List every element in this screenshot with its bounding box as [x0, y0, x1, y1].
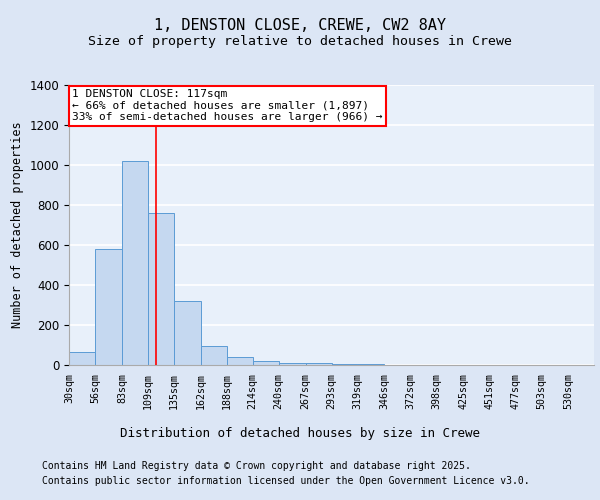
- Y-axis label: Number of detached properties: Number of detached properties: [11, 122, 24, 328]
- Text: Contains HM Land Registry data © Crown copyright and database right 2025.: Contains HM Land Registry data © Crown c…: [42, 461, 471, 471]
- Bar: [305, 364, 331, 365]
- Bar: [278, 363, 305, 365]
- Bar: [253, 362, 278, 365]
- Bar: [69, 352, 95, 365]
- Text: Distribution of detached houses by size in Crewe: Distribution of detached houses by size …: [120, 428, 480, 440]
- Bar: [148, 213, 174, 365]
- Bar: [227, 358, 253, 365]
- Text: Size of property relative to detached houses in Crewe: Size of property relative to detached ho…: [88, 35, 512, 48]
- Bar: [174, 301, 201, 365]
- Bar: [122, 161, 148, 365]
- Text: 1 DENSTON CLOSE: 117sqm
← 66% of detached houses are smaller (1,897)
33% of semi: 1 DENSTON CLOSE: 117sqm ← 66% of detache…: [72, 89, 382, 122]
- Bar: [201, 346, 227, 365]
- Bar: [331, 364, 358, 365]
- Text: 1, DENSTON CLOSE, CREWE, CW2 8AY: 1, DENSTON CLOSE, CREWE, CW2 8AY: [154, 18, 446, 32]
- Bar: [95, 249, 122, 365]
- Text: Contains public sector information licensed under the Open Government Licence v3: Contains public sector information licen…: [42, 476, 530, 486]
- Bar: [358, 364, 385, 365]
